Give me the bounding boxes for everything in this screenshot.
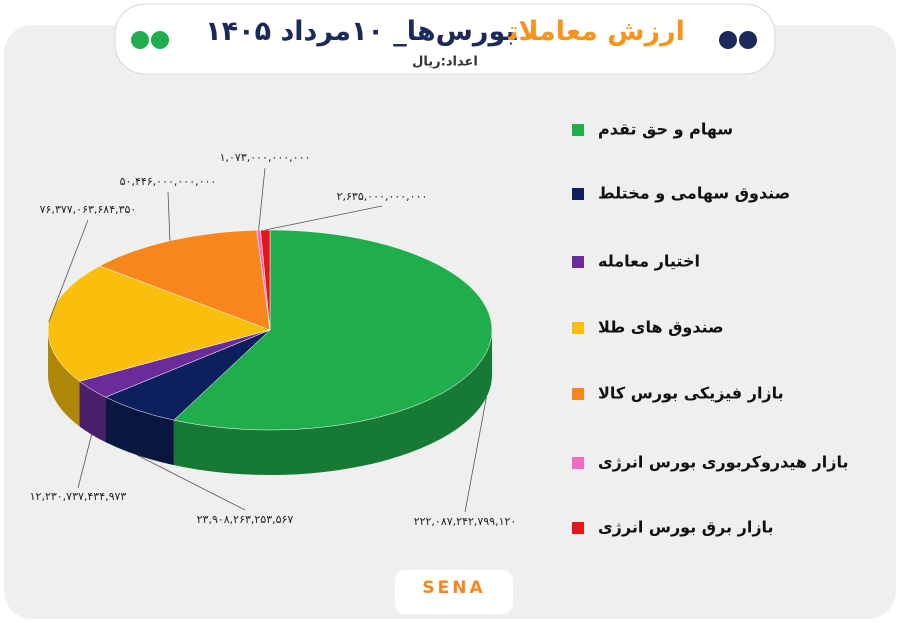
slice-side [79,381,106,443]
legend-swatch [572,256,584,268]
quote-left [131,31,169,49]
title-part: ارزش معاملات [507,16,684,47]
slice [260,229,271,331]
slice-side [48,330,80,427]
slice-side [105,397,174,466]
legend: سهام و حق تقدم صندوق سهامی و مختلط اختیار … [572,120,848,537]
value-label: ۲۲۲,۰۸۷,۲۴۲,۷۹۹,۱۲۰ [414,515,517,528]
leader-line [167,191,171,241]
legend-swatch [572,522,584,534]
legend-swatch [572,188,584,200]
slice [173,229,493,431]
value-label: ۲,۶۳۵,۰۰۰,۰۰۰,۰۰۰ [337,190,428,203]
legend-label: بازار فیزیکی بورس کالا [598,384,784,403]
legend-label: صندوق های طلا [598,318,724,337]
leader-line [464,397,487,513]
header [114,3,776,75]
legend-swatch [572,388,584,400]
title-part: بورس‌ها_ ۱۰مرداد ۱۴۰۵ [205,16,517,47]
leader-line [265,205,383,231]
quote-right [719,31,757,49]
legend-label: سهام و حق تقدم [598,120,733,139]
leader-line [258,167,266,231]
legend-label: بازار هیدروکربوری بورس انرژی [598,453,848,472]
value-label: ۲۳,۹۰۸,۲۶۳,۲۵۳,۵۶۷ [197,513,294,526]
value-label: ۵۰,۴۴۶,۰۰۰,۰۰۰,۰۰۰ [120,175,217,188]
legend-swatch [572,124,584,136]
legend-swatch [572,457,584,469]
leader-line [77,434,93,489]
subtitle: اعداد:ریال [412,55,478,70]
logo-box [395,570,513,614]
leader-line [48,219,89,323]
legend-label: صندوق سهامی و مختلط [598,184,790,203]
value-label: ۱۲,۲۳۰,۷۳۷,۴۳۴,۹۷۳ [30,490,127,503]
legend-swatch [572,322,584,334]
leader-line [137,454,246,511]
slice [98,229,271,331]
slice-side [173,330,492,475]
logo: SENA [422,578,485,598]
pie: ۲۲۲,۰۸۷,۲۴۲,۷۹۹,۱۲۰ ۲۳,۹۰۸,۲۶۳,۲۵۳,۵۶۷ ۱۲,… [30,151,517,528]
value-label: ۱,۰۷۳,۰۰۰,۰۰۰,۰۰۰ [220,151,311,164]
value-label: ۷۶,۳۷۷,۰۶۳,۶۸۴,۳۵۰ [40,203,137,216]
chart-title: ارزش معاملاتبورس‌ها_ ۱۰مرداد ۱۴۰۵ [205,16,685,47]
legend-label: اختیار معامله [598,252,700,271]
legend-label: بازار برق بورس انرژی [598,518,774,537]
